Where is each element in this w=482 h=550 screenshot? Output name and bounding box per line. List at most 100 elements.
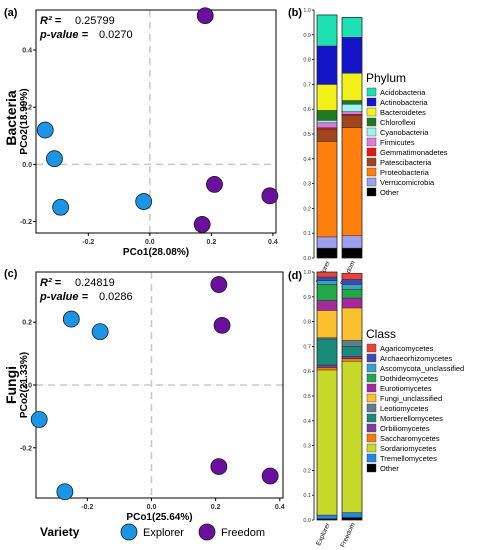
y-tick-label: 0.0 <box>303 518 311 524</box>
point-explorer <box>52 198 70 216</box>
x-tick-label: -0.2 <box>82 239 94 246</box>
bar-segment-orbiliomycetes <box>341 356 363 360</box>
legend-swatch <box>366 363 377 373</box>
legend-swatch <box>366 157 377 167</box>
legend-item-label: Acidobacteria <box>380 88 426 97</box>
y-tick-label: 0.6 <box>303 369 311 375</box>
p-value: 0.0270 <box>99 29 133 41</box>
y-tick-label: 0.3 <box>303 444 311 450</box>
bar-segment-proteobacteria <box>341 127 363 236</box>
y-tick-label: -0.2 <box>20 219 32 226</box>
panel-tag: (a) <box>4 7 18 19</box>
y-tick-label: 0.2 <box>22 105 32 112</box>
bar-segment-actinobacteria <box>341 37 363 74</box>
legend-swatch <box>366 413 377 423</box>
legend-item-label: Dothideomycetes <box>380 374 438 383</box>
legend-swatch <box>366 137 377 147</box>
legend-swatch <box>366 373 377 383</box>
bar-segment-ascomycota_unclassified <box>316 280 338 285</box>
y-tick-label: 0.0 <box>303 256 311 262</box>
bar-segment-fungi_unclassified <box>341 307 363 341</box>
bar-segment-tremellomycetes <box>316 514 338 519</box>
legend-swatch <box>366 167 377 177</box>
legend-title: Class <box>366 327 396 341</box>
bar-segment-actinobacteria <box>316 45 338 85</box>
bar-segment-archaeorhizomycetes <box>316 276 338 281</box>
legend-item-label: Verrucomicrobia <box>380 178 435 187</box>
panel-tag: (d) <box>288 270 302 282</box>
bar-segment-verrucomicrobia <box>341 235 363 249</box>
legend-marker-explorer <box>120 523 138 541</box>
legend-swatch <box>366 393 377 403</box>
bar-segment-eurotiomycetes <box>341 297 363 309</box>
y-tick-label: 0.7 <box>303 82 311 88</box>
x-tick-label: 0.4 <box>268 239 278 246</box>
point-freedom <box>213 316 231 334</box>
bar-segment-bacteroidetes <box>341 73 363 101</box>
bar-segment-eurotiomycetes <box>316 300 338 311</box>
bar-segment-agaricomycetes <box>341 273 363 280</box>
legend-item-label: Cyanobacteria <box>380 128 429 137</box>
y-tick-label: 0.0 <box>22 383 32 390</box>
legend-swatch <box>366 423 377 433</box>
bar-outline <box>341 17 363 259</box>
r2-value: 0.24819 <box>75 277 115 289</box>
legend-swatch <box>366 443 377 453</box>
bar-segment-bacteroidetes <box>316 84 338 111</box>
point-explorer <box>135 193 153 210</box>
point-explorer <box>91 323 109 341</box>
bar-segment-patescibacteria <box>341 115 363 129</box>
legend-swatch <box>366 383 377 393</box>
legend-swatch <box>366 87 377 97</box>
y-tick-label: 0.0 <box>22 162 32 169</box>
legend-swatch <box>366 147 377 157</box>
x-category-label: Explorer <box>315 521 332 547</box>
point-freedom <box>261 187 279 205</box>
bar-segment-archaeorhizomycetes <box>341 279 363 285</box>
legend-item-label: Other <box>380 464 399 473</box>
y-tick-label: 0.9 <box>303 295 311 301</box>
y-tick-label: 0.9 <box>303 33 311 39</box>
y-tick-label: 0.8 <box>303 58 311 64</box>
legend-title: Variety <box>40 525 80 539</box>
bar-segment-cyanobacteria <box>341 104 363 112</box>
legend-item-label: Agaricomycetes <box>380 344 434 353</box>
x-tick-label: 0.0 <box>145 239 155 246</box>
bar-segment-other <box>341 247 363 259</box>
bar-segment-fungi_unclassified <box>316 310 338 338</box>
row-label: Fungi <box>3 366 19 404</box>
bar-segment-firmicutes <box>341 111 363 115</box>
legend-swatch <box>366 343 377 353</box>
bar-outline <box>341 272 363 521</box>
legend-swatch <box>366 97 377 107</box>
point-freedom <box>193 216 211 233</box>
legend-swatch <box>366 127 377 137</box>
point-explorer <box>46 150 63 168</box>
legend-swatch <box>366 463 377 473</box>
y-tick-label: 0.4 <box>22 48 32 55</box>
y-tick-label: 0.5 <box>303 394 311 400</box>
x-tick-label: -0.2 <box>81 504 93 511</box>
y-tick-label: 0.8 <box>303 320 311 326</box>
bar-segment-proteobacteria <box>316 141 338 238</box>
y-tick-label: 0.2 <box>22 320 32 327</box>
bar-segment-chloroflexi <box>316 110 338 121</box>
stacked-bar-panel-phylum: 0.00.10.20.30.40.50.60.70.80.91.0Explore… <box>303 8 447 286</box>
point-explorer <box>30 411 48 428</box>
y-tick-label: 1.0 <box>303 8 311 14</box>
panel-tag: (b) <box>288 7 302 19</box>
scatter-panel-bacteria: -0.2 0.0 0.2 0.4 -0.2 0.0 0.2 0.4 PCo1(28.08%) PC… <box>19 7 279 258</box>
y-tick-label: 1.0 <box>303 270 311 276</box>
legend-item-label: Proteobacteria <box>380 168 430 177</box>
legend-item-label: Eurotiomycetes <box>380 384 432 393</box>
legend-item-label: Tremellomycetes <box>380 454 437 463</box>
x-axis-title: PCo1(25.64%) <box>126 512 192 523</box>
legend-item-label: Leotiomycetes <box>380 404 429 413</box>
panel-tag: (c) <box>4 268 18 280</box>
legend-item-label: Explorer <box>143 527 184 539</box>
bar-segment-leotiomycetes <box>341 340 363 347</box>
x-tick-label: 0.4 <box>275 504 285 511</box>
legend: Class AgaricomycetesArchaeorhizomycetesAs… <box>366 327 464 473</box>
bar-segment-agaricomycetes <box>316 271 338 278</box>
